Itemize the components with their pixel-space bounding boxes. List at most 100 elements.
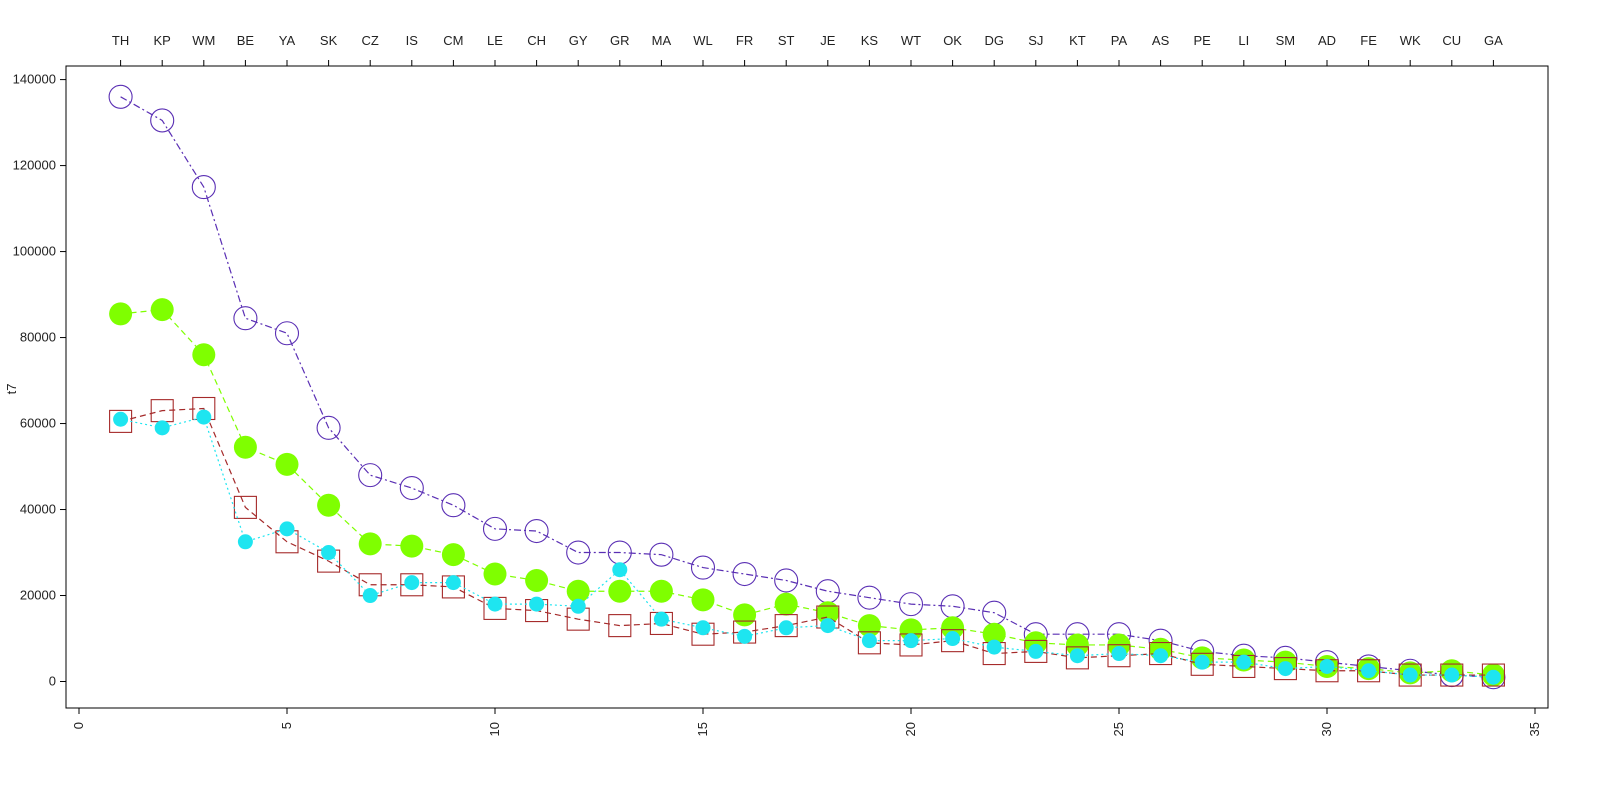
series-1-point-12: [608, 579, 632, 603]
top-label-2: WM: [192, 33, 215, 48]
series-0-point-6: [358, 463, 383, 488]
x-tick-label-1: 5: [279, 722, 294, 729]
y-tick-label-3: 60000: [20, 416, 56, 431]
series-3-point-7: [404, 575, 420, 591]
y-axis: 0 20000 40000 60000 80000 100000 120000 140000: [13, 72, 66, 689]
series-2-point-23: [1065, 646, 1089, 670]
top-label-3: BE: [237, 33, 255, 48]
x-tick-label-5: 25: [1111, 722, 1126, 736]
series-0-point-13: [649, 542, 674, 567]
top-label-29: AD: [1318, 33, 1336, 48]
x-axis: 0 5 10 15 20 25 30 35: [71, 708, 1542, 736]
series-0-point-9: [482, 516, 508, 541]
series-1-point-6: [358, 532, 382, 556]
series-2-point-7: [400, 573, 424, 597]
series-1-point-13: [649, 579, 673, 603]
x-tick-label-0: 0: [71, 722, 86, 729]
series-3-point-33: [1485, 669, 1501, 685]
series-3-point-22: [1028, 643, 1044, 659]
series-2-point-30: [1357, 659, 1381, 683]
series-0-point-5: [316, 415, 341, 440]
top-label-31: WK: [1400, 33, 1421, 48]
top-label-10: CH: [527, 33, 546, 48]
series-1-point-3: [233, 435, 257, 459]
series-0-point-3: [233, 306, 258, 331]
top-label-4: YA: [279, 33, 296, 48]
series-3-point-20: [945, 631, 961, 647]
top-label-9: LE: [487, 33, 503, 48]
series-1-point-15: [733, 603, 757, 627]
top-label-13: MA: [652, 33, 672, 48]
series-0-point-16: [774, 568, 799, 593]
series-0-point-11: [566, 540, 591, 565]
series-2-point-18: [857, 631, 881, 655]
top-label-18: KS: [861, 33, 879, 48]
y-tick-label-6: 120000: [13, 158, 56, 173]
series-0: [108, 84, 1506, 690]
series-0-point-15: [732, 561, 757, 587]
top-label-32: CU: [1442, 33, 1461, 48]
series-3-point-3: [237, 534, 253, 550]
series-1-point-20: [941, 616, 965, 640]
series-1-point-7: [400, 534, 424, 558]
series-3-point-24: [1111, 646, 1127, 662]
series-0-point-10: [524, 518, 549, 544]
series-3-point-23: [1069, 648, 1085, 664]
series-2-point-12: [608, 614, 632, 638]
series-1-point-0: [109, 302, 133, 326]
top-label-19: WT: [901, 33, 921, 48]
series-2-point-26: [1190, 652, 1214, 676]
x-tick-label-3: 15: [695, 722, 710, 736]
y-tick-label-7: 140000: [13, 72, 56, 87]
series-0-point-1: [150, 108, 175, 133]
y-axis-title: t7: [4, 384, 19, 395]
series-3: [113, 409, 1501, 685]
series-3-point-1: [154, 420, 170, 436]
top-label-8: CM: [443, 33, 463, 48]
series-2-point-33: [1481, 663, 1505, 687]
series-1: [109, 298, 1505, 687]
top-axis: TH KP WM BE YA SK CZ IS CM LE CH GY GR MA WL FR ST JE KS WT…: [112, 33, 1503, 66]
top-label-21: DG: [984, 33, 1004, 48]
series-3-line: [120, 416, 1494, 678]
top-label-23: KT: [1069, 33, 1086, 48]
series-1-point-11: [566, 579, 590, 603]
top-label-11: GY: [569, 33, 588, 48]
series-3-point-9: [487, 596, 503, 612]
y-tick-label-0: 0: [49, 674, 56, 689]
top-label-16: ST: [778, 33, 795, 48]
series-2-point-24: [1107, 644, 1131, 668]
top-label-0: TH: [112, 33, 129, 48]
series-3-point-32: [1444, 667, 1460, 683]
series-3-point-6: [362, 588, 378, 604]
series-3-point-15: [737, 628, 753, 644]
series-1-point-2: [192, 343, 216, 367]
series-3-point-8: [445, 575, 461, 591]
y-tick-label-1: 20000: [20, 588, 56, 603]
series-3-point-5: [321, 545, 337, 561]
top-label-17: JE: [820, 33, 836, 48]
series-3-point-16: [778, 620, 794, 636]
series-1-point-10: [525, 568, 549, 592]
series-3-point-29: [1319, 658, 1335, 674]
x-tick-label-6: 30: [1319, 722, 1334, 736]
top-label-28: SM: [1276, 33, 1296, 48]
series-2: [109, 396, 1505, 687]
series-0-point-7: [399, 475, 424, 501]
series-3-point-30: [1361, 663, 1377, 679]
series-3-point-12: [612, 562, 628, 578]
top-label-14: WL: [693, 33, 713, 48]
series-3-point-28: [1277, 661, 1293, 677]
series-0-line: [120, 96, 1494, 678]
series-1-point-1: [150, 298, 174, 322]
top-label-15: FR: [736, 33, 753, 48]
series-2-line: [120, 407, 1494, 676]
series-1-point-21: [982, 622, 1006, 646]
top-label-24: PA: [1111, 33, 1128, 48]
series-3-point-19: [903, 633, 919, 649]
series-1-point-16: [774, 592, 798, 616]
series-2-point-16: [774, 614, 798, 638]
top-label-33: GA: [1484, 33, 1503, 48]
top-label-25: AS: [1152, 33, 1170, 48]
series-3-point-13: [653, 611, 669, 627]
